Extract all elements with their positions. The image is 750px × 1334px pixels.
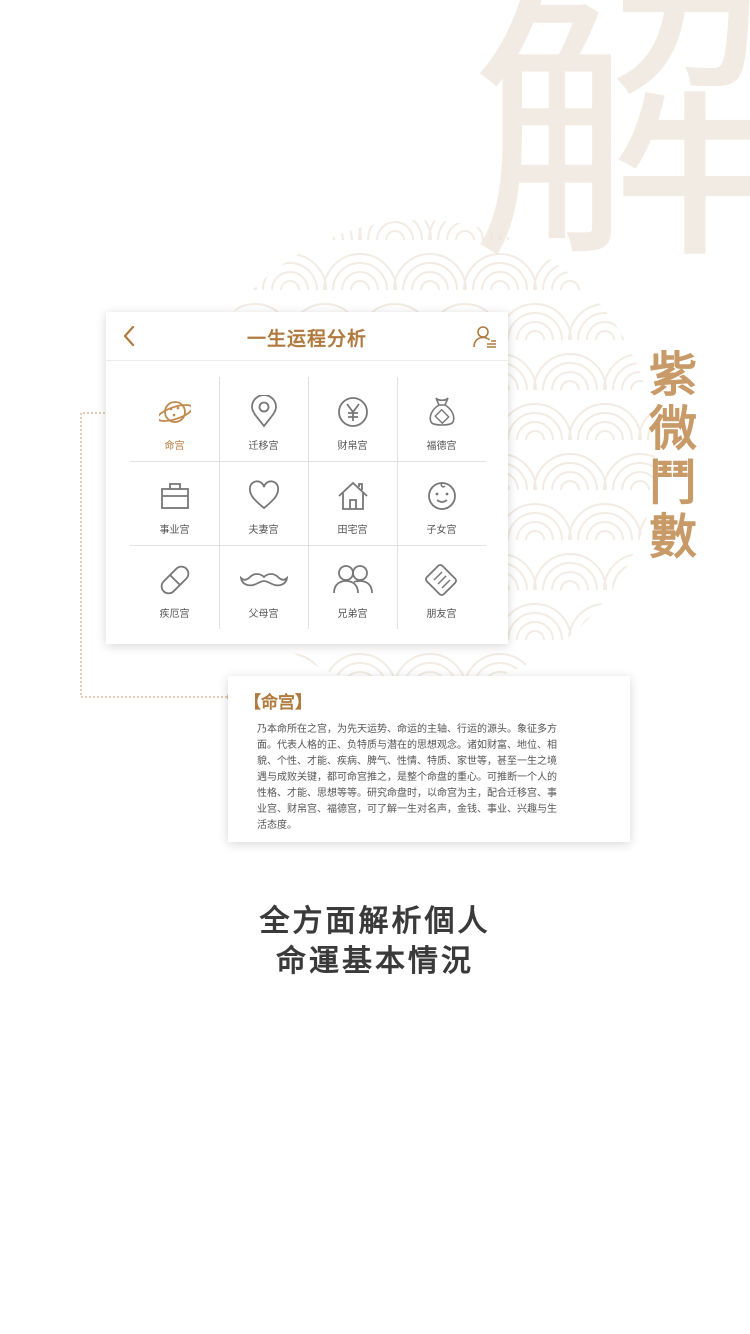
description-line: 性格、才能、思想等等。研究命盘时，以命宫为主，配合迁移宫、事 [257,788,557,799]
side-title-char: 紫 [648,347,697,403]
card-header: 一生运程分析 [106,312,508,361]
slogan-line-2: 命運基本情況 [276,944,474,979]
description-line: 活态度。 [257,820,297,831]
grid-item-ji-e-gong[interactable]: 疾厄宫 [130,545,219,629]
grid-item-label: 事业宫 [159,525,190,536]
grid-item-label: 子女宫 [426,525,457,536]
grid-item-label: 夫妻宫 [248,525,279,536]
grid-item-qian-yi-gong[interactable]: 迁移宫 [219,377,308,461]
grid-item-fu-qi-gong[interactable]: 夫妻宫 [219,461,308,545]
side-title-char: 微 [648,401,697,457]
side-title-char: 鬥 [648,455,697,511]
watermark-char: 解 [470,0,750,301]
grid-item-peng-you-gong[interactable]: 朋友宫 [397,545,486,629]
briefcase-icon [161,483,189,509]
side-title: 紫 微 鬥 數 [646,348,700,564]
baby-face-icon [428,482,456,510]
grid-item-label: 福德宫 [426,441,457,452]
description-text: 乃本命所在之宫，为先天运势、命运的主轴、行运的源头。象征多方 面。代表人格的正、… [257,722,593,834]
grid-item-ming-gong[interactable]: 命宫 [130,377,219,461]
grid-item-label: 财帛宫 [337,441,368,452]
pill-icon [160,565,190,595]
description-line: 业宫、财帛宫、福德宫，可了解一生对名声，金钱、事业、兴趣与生 [257,804,557,815]
description-line: 面。代表人格的正、负特质与潜在的思想观念。诸如财富、地位、相 [257,740,557,751]
two-people-icon [333,565,373,594]
analysis-card: 一生运程分析 命宫 迁移宫 [106,312,508,644]
grid-item-label: 命宫 [164,441,185,452]
user-profile-icon[interactable] [472,324,498,350]
grid-item-fu-mu-gong[interactable]: 父母宫 [219,545,308,629]
grid-item-label: 兄弟宫 [337,609,368,620]
grid-item-xiong-di-gong[interactable]: 兄弟宫 [308,545,397,629]
mustache-icon [240,573,288,587]
side-title-char: 數 [648,509,697,565]
grid-item-cai-bo-gong[interactable]: 财帛宫 [308,377,397,461]
grid-item-label: 田宅宫 [337,525,368,536]
description-line: 乃本命所在之宫，为先天运势、命运的主轴、行运的源头。象征多方 [257,724,557,735]
slogan-line-1: 全方面解析個人 [259,904,491,939]
grid-item-label: 迁移宫 [248,441,279,452]
money-bag-icon [429,397,455,426]
grid-item-fu-de-gong[interactable]: 福德宫 [397,377,486,461]
description-line: 遇与成败关键，都可命宫推之，是整个命盘的重心。可推断一个人的 [257,772,557,783]
planet-icon [159,401,191,423]
house-icon [338,481,368,510]
grid-item-zi-nv-gong[interactable]: 子女宫 [397,461,486,545]
grid-item-tian-zhai-gong[interactable]: 田宅宫 [308,461,397,545]
grid-item-label: 父母宫 [248,609,279,620]
description-line: 貌、个性、才能、疾病、脾气、性情、特质、家世等，甚至一生之境 [257,756,557,767]
palace-grid: 命宫 迁移宫 财帛宫 福德宫 [130,377,486,629]
page-title: 一生运程分析 [246,328,367,350]
handshake-icon [425,564,457,596]
grid-item-label: 疾厄宫 [159,609,190,620]
description-title: 【命宫】 [244,693,312,713]
back-chevron-icon[interactable] [118,324,142,348]
location-pin-icon [251,395,277,428]
yen-coin-icon [338,397,368,427]
grid-item-shi-ye-gong[interactable]: 事业宫 [130,461,219,545]
heart-icon [248,480,280,510]
description-panel: 【命宫】 乃本命所在之宫，为先天运势、命运的主轴、行运的源头。象征多方 面。代表… [228,676,630,842]
grid-item-label: 朋友宫 [426,609,457,620]
